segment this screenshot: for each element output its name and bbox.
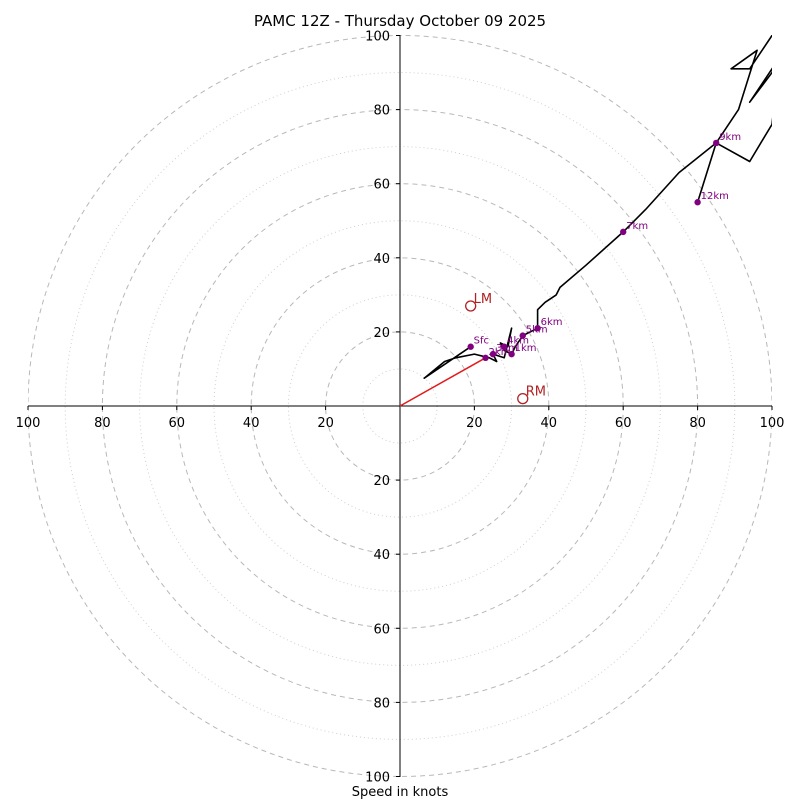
x-tick-label: 80 — [689, 416, 706, 431]
height-marker-3km — [489, 350, 497, 358]
height-label-Sfc: Sfc — [474, 336, 489, 347]
height-label-9km: 9km — [719, 132, 741, 143]
height-label-7km: 7km — [626, 221, 648, 232]
height-marker-7km — [620, 228, 627, 236]
y-tick-label: 60 — [373, 622, 390, 637]
height-marker-4km — [500, 343, 508, 350]
x-tick-label: 40 — [541, 416, 558, 431]
x-axis-label: Speed in knots — [352, 785, 449, 800]
storm-motion-LM — [465, 300, 477, 312]
y-tick-label: 60 — [373, 178, 390, 193]
chart-title: PAMC 12Z - Thursday October 09 2025 — [254, 12, 546, 30]
x-tick-label: 60 — [615, 416, 632, 431]
height-marker-9km — [713, 139, 720, 147]
height-marker-12km — [694, 199, 701, 206]
plot-area: Sfc1km2km3km4km5km6km7km9km12kmLMRM — [399, 35, 772, 407]
x-tick-label: 100 — [16, 416, 41, 431]
mean-wind-vector — [399, 357, 486, 407]
height-marker-Sfc — [467, 343, 474, 350]
x-tick-label: 40 — [243, 416, 260, 431]
y-tick-label: 40 — [373, 548, 390, 563]
storm-motion-label-LM: LM — [474, 292, 492, 307]
height-marker-6km — [534, 324, 541, 332]
x-tick-label: 20 — [466, 416, 483, 431]
height-marker-1km — [508, 350, 515, 358]
height-label-1km: 1km — [515, 343, 537, 354]
height-label-4km: 4km — [507, 336, 529, 347]
height-marker-2km — [482, 354, 489, 362]
hodograph-trace — [423, 35, 772, 380]
y-tick-label: 80 — [373, 104, 390, 119]
x-tick-label: 60 — [169, 416, 186, 431]
y-tick-label: 20 — [373, 474, 390, 489]
x-tick-label: 20 — [317, 416, 334, 431]
tick-labels: 100 80 60 40 20 20 40 60 80 100 100 80 60 40 20 20 40 60 8… — [16, 30, 785, 786]
storm-motion-label-RM: RM — [526, 385, 546, 400]
y-tick-label: 80 — [373, 696, 390, 711]
height-marker-5km — [519, 332, 526, 339]
height-label-12km: 12km — [701, 191, 729, 202]
height-label-2km: 2km — [489, 347, 511, 358]
height-label-6km: 6km — [541, 317, 563, 328]
storm-motion-RM — [517, 392, 529, 405]
y-tick-label: 100 — [365, 30, 390, 45]
x-tick-label: 80 — [94, 416, 111, 431]
y-tick-label: 100 — [365, 771, 390, 786]
height-label-3km: 3km — [496, 343, 518, 354]
x-tick-label: 100 — [760, 416, 785, 431]
y-tick-label: 20 — [373, 326, 390, 341]
y-tick-label: 40 — [373, 252, 390, 267]
